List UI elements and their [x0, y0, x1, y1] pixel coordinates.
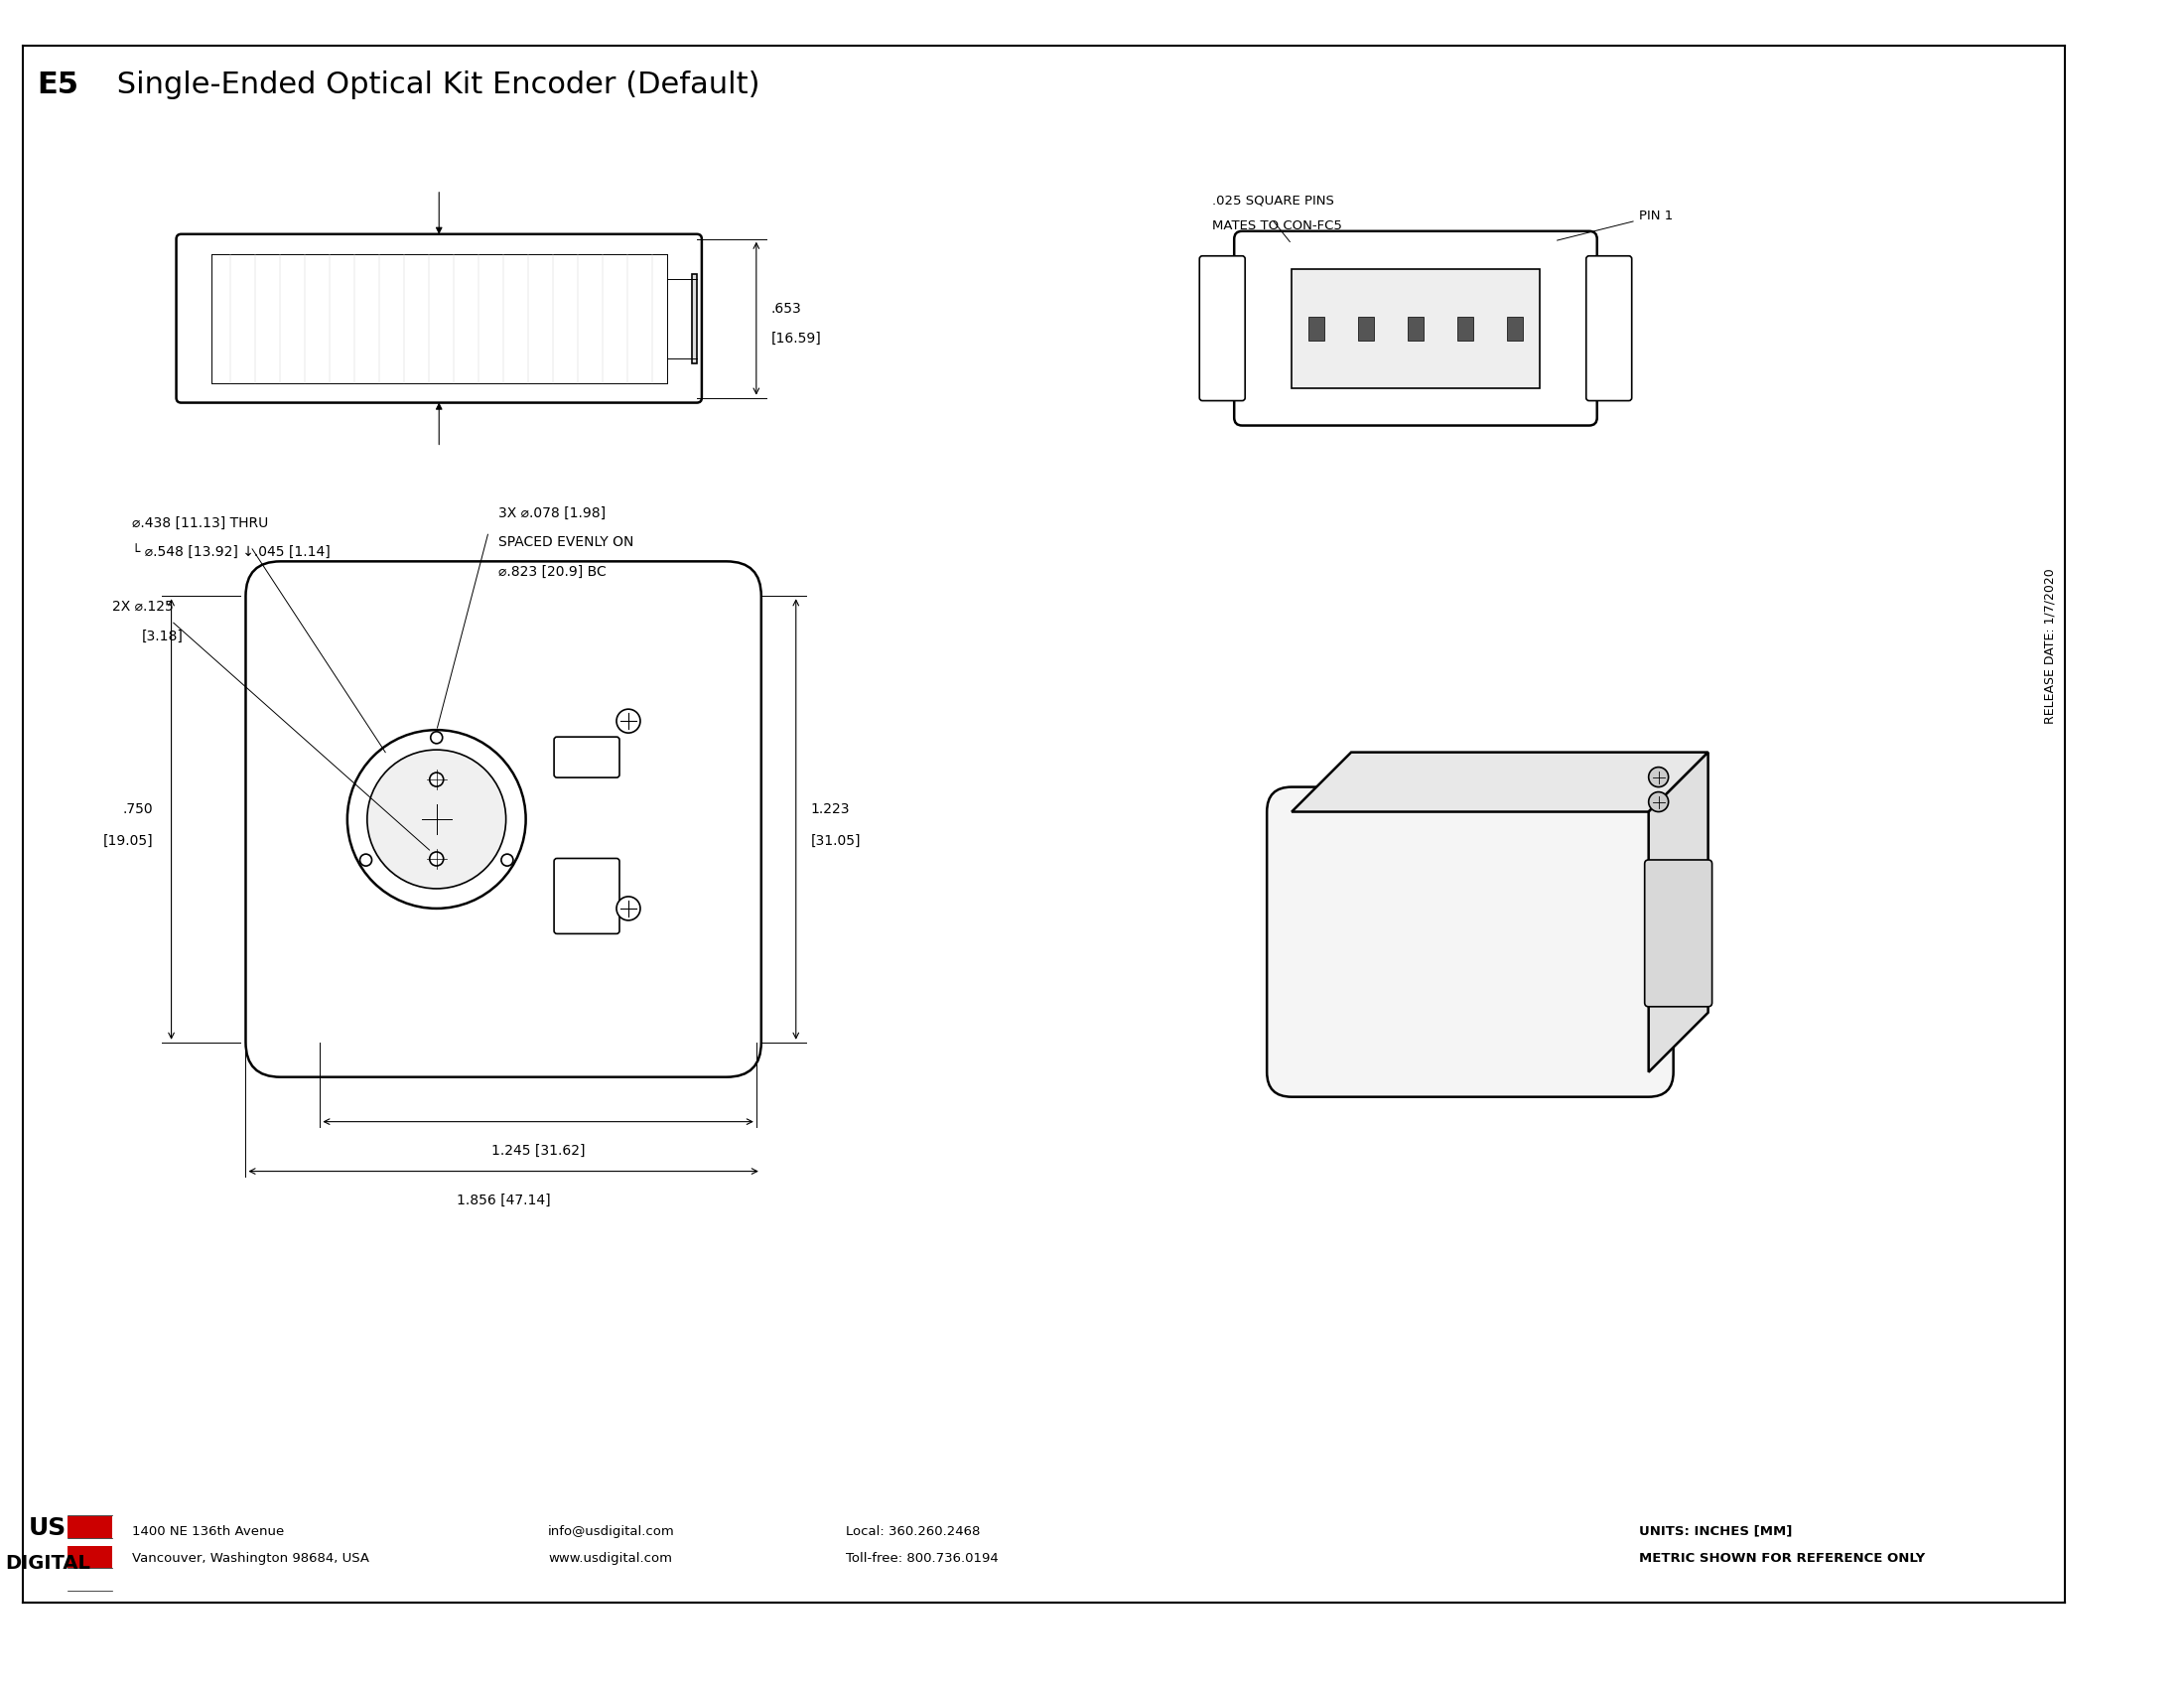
FancyBboxPatch shape [1645, 859, 1712, 1006]
Bar [1507, 316, 1522, 341]
Text: SPACED EVENLY ON: SPACED EVENLY ON [498, 535, 633, 550]
Text: 2X ⌀.125: 2X ⌀.125 [111, 599, 173, 614]
Polygon shape [1649, 753, 1708, 1072]
Text: 1.856 [47.14]: 1.856 [47.14] [456, 1193, 550, 1207]
Text: .750: .750 [122, 802, 153, 817]
Text: 1400 NE 136th Avenue: 1400 NE 136th Avenue [131, 1524, 284, 1538]
Text: Single-Ended Optical Kit Encoder (Default): Single-Ended Optical Kit Encoder (Defaul… [107, 71, 760, 100]
Circle shape [430, 852, 443, 866]
Text: DIGITAL: DIGITAL [4, 1553, 90, 1573]
Text: UNITS: INCHES [MM]: UNITS: INCHES [MM] [1638, 1524, 1791, 1538]
Text: .025 SQUARE PINS: .025 SQUARE PINS [1212, 194, 1334, 208]
Text: [3.18]: [3.18] [142, 630, 183, 643]
Circle shape [616, 896, 640, 920]
Text: www.usdigital.com: www.usdigital.com [548, 1551, 673, 1565]
FancyBboxPatch shape [245, 562, 762, 1077]
Bar [1457, 316, 1474, 341]
Text: ⌀.438 [11.13] THRU: ⌀.438 [11.13] THRU [131, 517, 269, 530]
Circle shape [1649, 792, 1669, 812]
Text: 3X ⌀.078 [1.98]: 3X ⌀.078 [1.98] [498, 506, 605, 520]
Text: Local: 360.260.2468: Local: 360.260.2468 [845, 1524, 981, 1538]
Circle shape [502, 854, 513, 866]
Text: [16.59]: [16.59] [771, 331, 821, 344]
Circle shape [1649, 766, 1669, 787]
Text: 1.223: 1.223 [810, 802, 850, 817]
Polygon shape [1291, 753, 1708, 812]
FancyBboxPatch shape [177, 235, 701, 403]
FancyBboxPatch shape [1199, 257, 1245, 400]
Circle shape [347, 729, 526, 908]
Text: 1.245 [31.62]: 1.245 [31.62] [491, 1143, 585, 1158]
Bar [692, 273, 697, 363]
Bar [1409, 316, 1424, 341]
Text: [31.05]: [31.05] [810, 834, 860, 847]
Circle shape [367, 749, 507, 888]
Bar [68, 1546, 111, 1568]
Circle shape [360, 854, 371, 866]
Text: [19.05]: [19.05] [103, 834, 153, 847]
Bar [1358, 316, 1374, 341]
FancyBboxPatch shape [1234, 231, 1597, 425]
Text: US: US [28, 1516, 66, 1539]
Circle shape [430, 773, 443, 787]
Text: Vancouver, Washington 98684, USA: Vancouver, Washington 98684, USA [131, 1551, 369, 1565]
Text: MATES TO CON-FC5: MATES TO CON-FC5 [1212, 219, 1343, 233]
Text: METRIC SHOWN FOR REFERENCE ONLY: METRIC SHOWN FOR REFERENCE ONLY [1638, 1551, 1924, 1565]
Text: Toll-free: 800.736.0194: Toll-free: 800.736.0194 [845, 1551, 998, 1565]
Text: └ ⌀.548 [13.92] ↓.045 [1.14]: └ ⌀.548 [13.92] ↓.045 [1.14] [131, 545, 330, 559]
FancyBboxPatch shape [1267, 787, 1673, 1097]
Text: .653: .653 [771, 302, 802, 316]
FancyBboxPatch shape [555, 859, 620, 933]
Text: RELEASE DATE: 1/7/2020: RELEASE DATE: 1/7/2020 [2044, 567, 2057, 724]
Text: PIN 1: PIN 1 [1557, 209, 1673, 240]
Circle shape [616, 709, 640, 733]
Bar [1308, 316, 1324, 341]
FancyBboxPatch shape [555, 738, 620, 778]
Text: E5: E5 [37, 71, 79, 100]
FancyBboxPatch shape [1586, 257, 1631, 400]
Bar [1291, 268, 1540, 388]
Text: info@usdigital.com: info@usdigital.com [548, 1524, 675, 1538]
Circle shape [430, 731, 443, 743]
Text: ⌀.823 [20.9] BC: ⌀.823 [20.9] BC [498, 565, 607, 579]
Bar [68, 1516, 111, 1538]
